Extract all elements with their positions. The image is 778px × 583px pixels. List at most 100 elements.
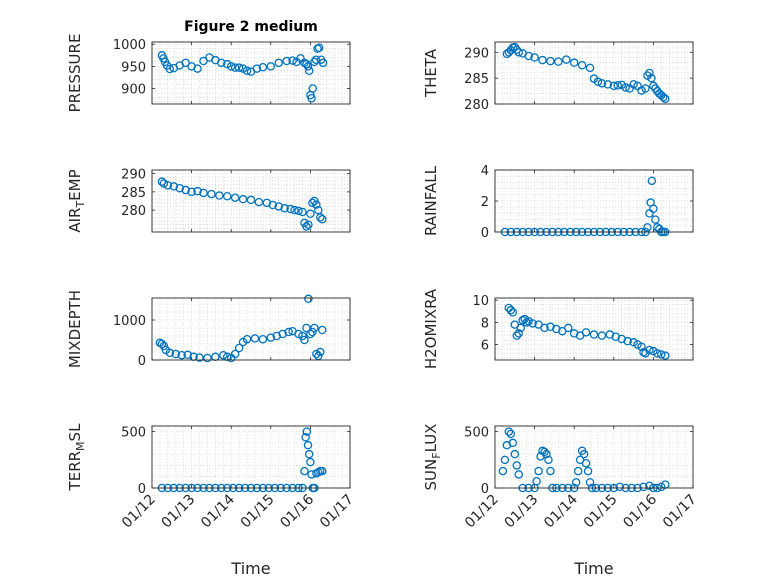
data-point — [304, 220, 313, 229]
x-tick-label: 01/13 — [502, 492, 542, 532]
data-point — [564, 323, 573, 333]
data-point — [298, 207, 307, 217]
data-point — [597, 79, 607, 88]
data-point — [238, 194, 248, 204]
data-point — [282, 56, 291, 66]
data-point — [645, 345, 654, 355]
data-point — [530, 53, 539, 62]
data-point — [308, 198, 317, 208]
data-point — [512, 461, 522, 470]
data-point — [165, 348, 175, 358]
data-point — [514, 329, 524, 338]
data-point — [508, 308, 518, 317]
x-tick-label: 01/15 — [581, 492, 621, 532]
plot-area — [495, 426, 693, 488]
data-point — [301, 433, 310, 442]
data-point — [506, 429, 516, 439]
data-point — [597, 331, 607, 340]
y-tick-label: 0 — [138, 354, 146, 369]
data-point — [302, 323, 311, 333]
data-point — [272, 331, 281, 341]
data-point — [246, 195, 256, 205]
data-point — [316, 213, 325, 222]
y-tick-label: 950 — [121, 60, 146, 75]
data-point — [657, 350, 666, 359]
data-point — [540, 323, 549, 333]
data-point — [532, 476, 541, 486]
data-point — [637, 342, 646, 351]
data-point — [258, 62, 268, 72]
subplot-theta: 280 285 290 THETA — [422, 41, 694, 113]
data-point — [290, 205, 299, 215]
data-point — [169, 182, 179, 191]
data-point — [312, 349, 321, 359]
data-point — [571, 478, 581, 487]
data-point — [643, 223, 652, 232]
data-point — [222, 192, 232, 201]
data-point — [562, 55, 571, 64]
data-point — [286, 204, 295, 214]
y-tick-label: 285 — [464, 72, 489, 87]
y-tick-label: 0 — [481, 226, 489, 241]
data-point — [318, 466, 327, 476]
subplot-h2omixra: 6 8 10 H2OMIXRA — [422, 288, 694, 369]
data-point — [581, 458, 591, 468]
data-point — [306, 329, 315, 339]
data-point — [300, 335, 309, 345]
y-tick-label: 500 — [464, 426, 489, 441]
y-axis-label: AIRTEMP — [66, 169, 87, 232]
data-point — [226, 62, 236, 71]
data-point — [234, 63, 244, 72]
data-point — [554, 57, 563, 66]
data-point — [268, 200, 278, 210]
data-point — [516, 323, 525, 333]
axes-box — [151, 297, 351, 361]
data-point — [649, 81, 658, 91]
x-tick-label: 01/15 — [238, 492, 278, 532]
data-point — [266, 333, 276, 342]
data-point — [308, 327, 317, 337]
data-point — [304, 66, 314, 76]
data-point — [242, 334, 252, 344]
data-point — [157, 339, 167, 349]
y-tick-label: 4 — [481, 164, 489, 179]
data-point — [615, 482, 624, 492]
data-point — [577, 61, 587, 70]
data-point — [524, 51, 533, 61]
data-point — [540, 447, 549, 457]
y-tick-label: 280 — [464, 98, 489, 113]
data-point — [298, 331, 307, 341]
x-axis-label-left: Time — [230, 559, 270, 578]
data-point — [294, 206, 303, 216]
figure-title: Figure 2 medium — [184, 19, 318, 35]
data-point — [306, 457, 315, 467]
y-tick-label: 6 — [481, 339, 489, 354]
y-axis-label: RAINFALL — [422, 165, 440, 236]
data-point — [647, 176, 657, 186]
y-tick-label: 8 — [481, 316, 489, 331]
data-point — [274, 58, 283, 68]
y-tick-label: 10 — [472, 294, 489, 309]
data-point — [512, 331, 522, 340]
data-point — [659, 93, 668, 102]
x-axis-label-right: Time — [573, 559, 613, 578]
data-point — [302, 427, 312, 436]
y-axis-label: SUNFLUX — [422, 424, 443, 491]
data-point — [542, 449, 551, 459]
plot-area — [152, 298, 350, 360]
data-point — [217, 58, 226, 68]
x-tick-label: 01/17 — [317, 492, 357, 532]
data-point — [661, 351, 670, 360]
data-point — [623, 336, 632, 346]
data-point — [234, 343, 244, 353]
data-point — [585, 478, 595, 487]
subplot-mixdepth: 0 1000 MIXDEPTH — [66, 290, 351, 369]
data-point — [583, 466, 593, 476]
data-point — [308, 84, 318, 93]
data-point — [506, 305, 516, 315]
data-point — [157, 177, 167, 186]
data-point — [199, 188, 208, 198]
data-point — [544, 455, 553, 465]
y-axis-label: PRESSURE — [66, 34, 84, 113]
